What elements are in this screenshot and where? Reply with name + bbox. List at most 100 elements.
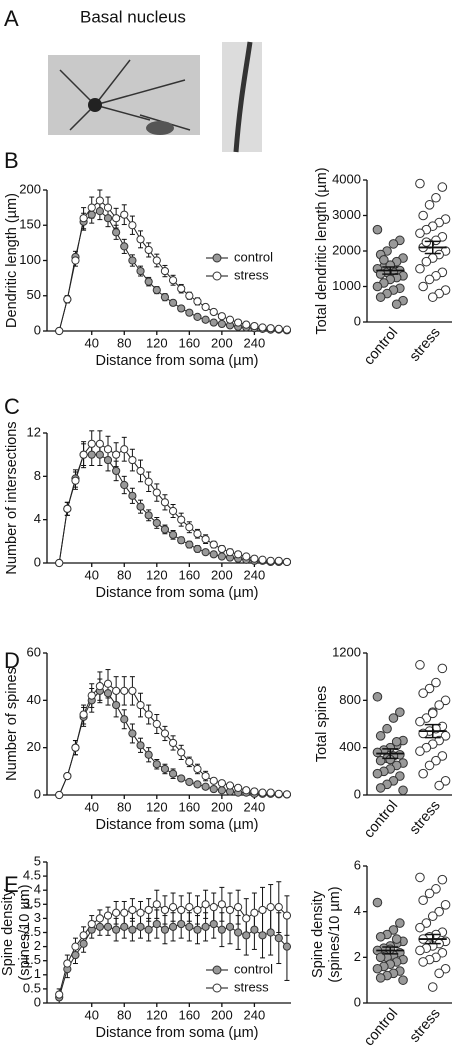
data-point (217, 319, 226, 329)
data-point (201, 922, 210, 931)
data-point (437, 947, 448, 958)
data-point (258, 905, 267, 915)
data-point (250, 787, 259, 796)
data-point (234, 928, 243, 937)
data-point (431, 884, 441, 894)
legend-label: control (234, 961, 273, 976)
y-tick-label: 0 (354, 313, 361, 328)
panel-title: Basal nucleus (80, 7, 186, 26)
data-point (415, 746, 425, 757)
x-tick-label: 200 (211, 1007, 233, 1022)
data-point (160, 764, 170, 774)
data-point (160, 925, 170, 934)
data-point (160, 525, 170, 534)
data-point (120, 445, 129, 454)
data-point (201, 900, 210, 909)
data-point (112, 700, 121, 710)
data-point (209, 307, 218, 317)
data-point (225, 315, 235, 324)
x-tick-label: stress (407, 325, 444, 365)
data-point (421, 256, 432, 267)
data-point (388, 239, 399, 249)
data-point (418, 210, 428, 221)
data-point (185, 903, 194, 912)
data-point (427, 911, 438, 922)
panel-letter: E (4, 872, 19, 897)
legend-marker (212, 965, 222, 975)
data-point (375, 973, 386, 983)
series-line (58, 443, 287, 564)
data-point (217, 900, 226, 909)
data-point (79, 710, 88, 719)
data-point (372, 691, 383, 702)
data-point (282, 790, 292, 799)
data-point (136, 700, 145, 710)
data-point (395, 771, 405, 781)
data-point (185, 757, 194, 766)
data-point (136, 908, 145, 917)
data-point (391, 736, 402, 747)
data-point (71, 743, 80, 752)
data-point (55, 790, 64, 800)
x-tick-label: control (361, 1006, 401, 1050)
y-tick-label: 4 (34, 511, 41, 526)
data-point (434, 700, 444, 710)
data-point (168, 298, 178, 307)
data-point (136, 266, 145, 276)
data-point (415, 872, 425, 883)
data-point (372, 897, 383, 908)
legend-label: control (234, 249, 273, 264)
data-point (112, 908, 121, 917)
data-point (103, 214, 113, 223)
data-point (201, 535, 210, 544)
data-point (152, 900, 161, 909)
data-point (424, 200, 435, 210)
data-point (282, 942, 292, 951)
x-tick-label: 160 (178, 567, 200, 582)
legend-label: stress (234, 979, 269, 994)
data-point (128, 905, 137, 915)
data-point (434, 780, 444, 791)
data-point (160, 905, 170, 915)
y-axis-label: Spine density (310, 890, 326, 978)
data-point (95, 207, 104, 216)
data-point (112, 214, 121, 223)
data-point (177, 515, 186, 524)
data-point (209, 776, 218, 785)
data-point (95, 682, 104, 691)
data-point (103, 922, 113, 931)
data-point (63, 504, 72, 513)
x-axis-label: Distance from soma (µm) (95, 817, 258, 833)
data-point (128, 256, 137, 265)
y-tick-label: 1.5 (23, 952, 41, 967)
legend-label: stress (234, 267, 269, 282)
data-point (234, 903, 243, 912)
data-point (144, 477, 153, 486)
panel-letter: D (4, 648, 20, 673)
data-point (193, 764, 202, 774)
x-axis-label: Distance from soma (µm) (95, 1025, 258, 1041)
data-point (120, 210, 129, 219)
data-point (112, 925, 121, 934)
data-point (424, 888, 435, 899)
data-point (193, 780, 202, 789)
data-point (427, 982, 438, 992)
x-tick-label: 120 (146, 799, 168, 814)
x-tick-label: stress (407, 1006, 444, 1046)
y-tick-label: 50 (27, 287, 41, 302)
y-tick-label: 150 (19, 217, 41, 232)
data-point (201, 771, 210, 781)
y-axis-label: Number of spines (4, 667, 20, 781)
panel-letter: C (4, 394, 20, 419)
data-point (120, 908, 129, 917)
x-tick-label: 120 (146, 335, 168, 350)
data-point (440, 900, 451, 910)
data-point (144, 925, 153, 934)
data-point (71, 256, 80, 265)
y-tick-label: 1 (34, 966, 41, 981)
data-point (185, 523, 194, 532)
data-point (375, 931, 386, 942)
data-point (168, 922, 178, 931)
data-point (266, 556, 275, 565)
